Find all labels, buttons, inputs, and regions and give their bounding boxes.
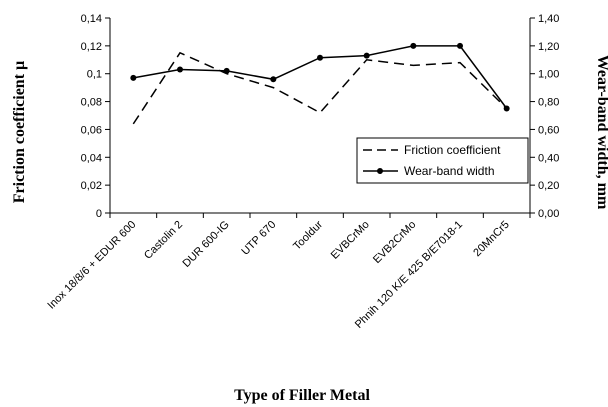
legend: Friction coefficient Wear-band width [356, 137, 529, 184]
series-layer [130, 42, 510, 125]
left-tick-label: 0,08 [81, 97, 102, 109]
x-category-label: Castolin 2 [142, 219, 185, 262]
legend-label-friction: Friction coefficient [404, 143, 501, 157]
legend-box [356, 137, 529, 184]
left-tick-label: 0,1 [87, 69, 102, 81]
series-line-friction [132, 51, 508, 125]
wear-point [270, 76, 277, 83]
left-axis-title: Friction coefficient µ [11, 61, 28, 204]
left-tick-label: 0,12 [81, 41, 102, 53]
wear-point [317, 54, 323, 61]
x-category-label: Inox 18/8/6 + EDUR 600 [45, 219, 138, 312]
right-tick-label: 0,20 [538, 180, 559, 192]
wear-point [457, 42, 463, 49]
wear-point [503, 105, 510, 112]
x-category-label: EVBCrMo [329, 219, 372, 262]
wear-point [177, 66, 183, 73]
right-tick-label: 1,00 [538, 69, 559, 81]
right-tick-label: 0,00 [538, 208, 559, 220]
right-tick-label: 1,40 [538, 13, 559, 25]
right-axis-title: Wear-band width, mm [594, 55, 608, 210]
left-tick-label: 0,06 [81, 124, 102, 136]
wear-point [363, 52, 370, 59]
x-category-label: EVB2CrMo [371, 219, 418, 266]
wear-point [130, 74, 137, 81]
left-tick-label: 0 [96, 208, 102, 220]
x-category-label: Tooldur [291, 218, 325, 252]
x-category-label: 20MnCr5 [471, 219, 511, 259]
wear-point [410, 42, 417, 49]
right-axis: 0,00 0,20 0,40 0,60 0,80 1,00 1,20 1,40 [530, 13, 559, 220]
x-axis-title: Type of Filler Metal [234, 387, 370, 404]
legend-label-wear: Wear-band width [404, 164, 495, 178]
left-tick-label: 0,14 [81, 13, 102, 25]
left-axis: 0 0,02 0,04 0,06 0,08 0,1 0,12 0,14 [81, 13, 110, 220]
right-tick-label: 1,20 [538, 41, 559, 53]
x-category-label: UTP 670 [239, 219, 278, 258]
wear-point [223, 67, 230, 74]
left-tick-label: 0,02 [81, 180, 102, 192]
plot-area [109, 18, 531, 214]
right-tick-label: 0,60 [538, 124, 559, 136]
right-tick-label: 0,80 [538, 97, 559, 109]
legend-marker-wear [377, 168, 383, 174]
x-category-label: DUR 600-IG [181, 219, 232, 270]
left-tick-label: 0,04 [81, 152, 102, 164]
right-tick-label: 0,40 [538, 152, 559, 164]
